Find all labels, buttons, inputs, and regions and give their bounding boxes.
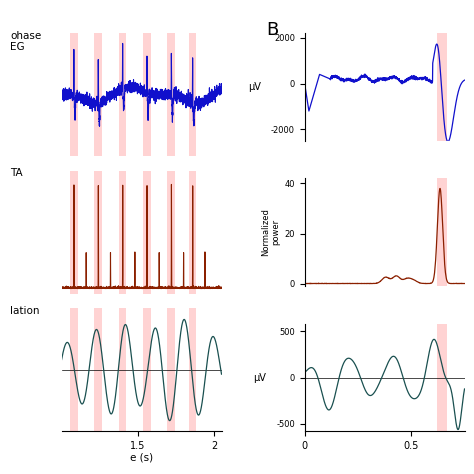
Text: ohase
EG: ohase EG — [10, 31, 42, 52]
Text: lation: lation — [10, 306, 40, 316]
Bar — [94, 309, 102, 431]
Bar — [143, 33, 151, 156]
Bar — [189, 171, 196, 294]
Y-axis label: Normalized
power: Normalized power — [261, 208, 280, 256]
Bar — [167, 171, 175, 294]
Bar — [437, 178, 447, 286]
Bar — [70, 33, 78, 156]
Bar — [167, 33, 175, 156]
Bar — [94, 33, 102, 156]
Text: B: B — [266, 21, 279, 39]
Bar — [437, 33, 447, 141]
Bar — [94, 171, 102, 294]
Y-axis label: μV: μV — [253, 373, 266, 383]
Y-axis label: μV: μV — [248, 82, 261, 92]
Bar — [167, 309, 175, 431]
Bar — [70, 171, 78, 294]
Bar — [70, 309, 78, 431]
Bar — [118, 309, 127, 431]
X-axis label: e (s): e (s) — [130, 453, 153, 463]
Bar — [189, 33, 196, 156]
Bar — [118, 171, 127, 294]
Bar — [143, 309, 151, 431]
Bar — [118, 33, 127, 156]
Bar — [437, 324, 447, 431]
Text: TA: TA — [10, 168, 23, 178]
Bar — [143, 171, 151, 294]
Bar — [189, 309, 196, 431]
